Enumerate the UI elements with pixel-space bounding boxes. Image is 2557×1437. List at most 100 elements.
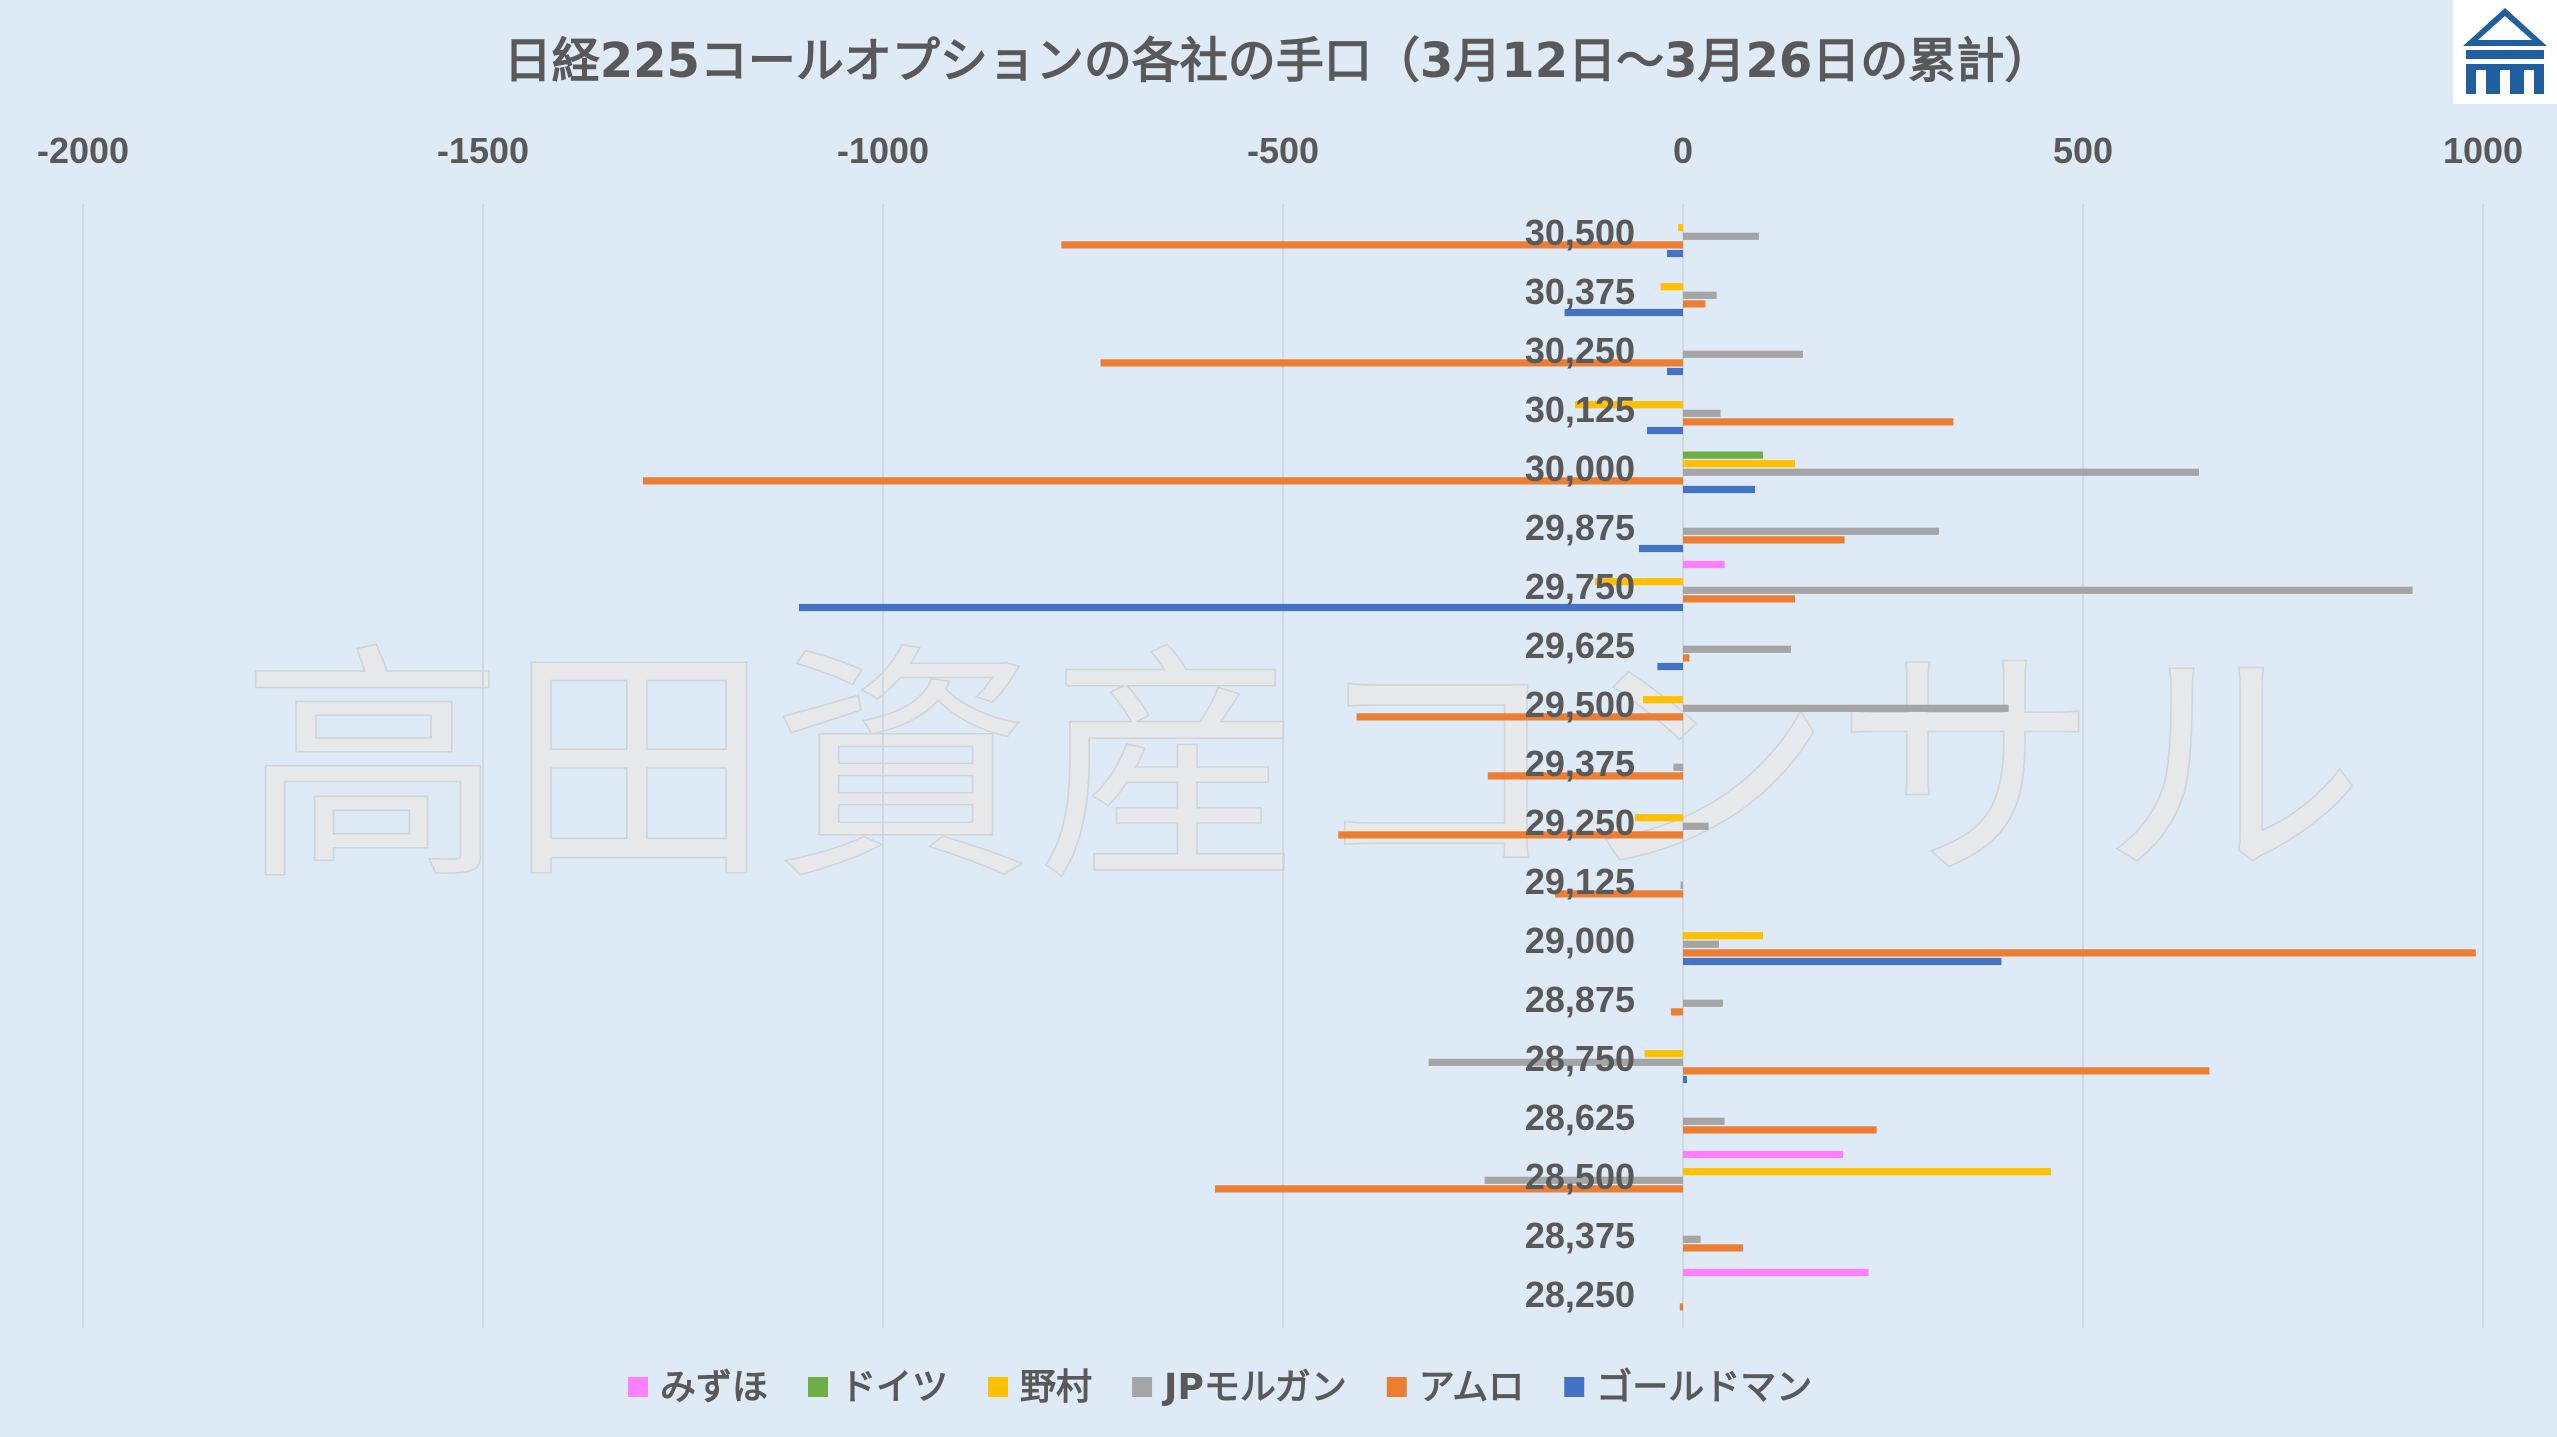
bar — [1683, 485, 1755, 494]
bar — [1683, 1150, 1843, 1159]
bar — [1683, 1067, 2210, 1075]
category-label: 30,500 — [1525, 212, 1635, 253]
x-tick-labels: -2000 -1500 -1000 -500 0 500 1000 — [37, 130, 2523, 171]
bar — [1683, 232, 1759, 240]
bar — [1215, 1185, 1683, 1193]
bar — [1683, 586, 2413, 594]
category-label: 29,750 — [1525, 566, 1635, 607]
x-tick-label: -500 — [1247, 130, 1319, 171]
bar — [1100, 359, 1683, 367]
bar — [1683, 468, 2199, 476]
legend-swatch — [988, 1377, 1009, 1397]
bar — [1683, 536, 1845, 544]
watermark: 高田資産コンサル — [240, 623, 2365, 914]
bar — [1657, 662, 1683, 671]
bar — [1671, 1008, 1683, 1016]
category-label: 29,625 — [1525, 625, 1635, 666]
bar — [1683, 999, 1723, 1007]
bar — [1683, 1168, 2051, 1176]
x-tick-label: 1000 — [2443, 130, 2523, 171]
bar — [1678, 224, 1683, 232]
bar — [1683, 932, 1763, 940]
legend-label: ゴールドマン — [1596, 1366, 1812, 1408]
bar — [1338, 831, 1683, 839]
bar — [1487, 772, 1683, 780]
category-label: 29,125 — [1525, 861, 1635, 902]
bar — [1683, 1126, 1877, 1134]
chart-title: 日経225コールオプションの各社の手口（3月12日〜3月26日の累計） — [504, 33, 2053, 89]
bar — [1683, 300, 1706, 308]
legend-label: みずほ — [660, 1367, 768, 1408]
bar — [1683, 460, 1795, 468]
bar — [1683, 957, 2002, 966]
bar — [1683, 1268, 1869, 1277]
legend-label: アムロ — [1419, 1367, 1524, 1408]
bar — [643, 477, 1683, 485]
bar — [1683, 645, 1791, 653]
category-label: 30,000 — [1525, 448, 1635, 489]
x-tick-label: -1000 — [837, 130, 929, 171]
bar — [1635, 814, 1683, 822]
bar — [1644, 1050, 1683, 1058]
bar — [1683, 595, 1795, 603]
bar — [1575, 401, 1683, 409]
bar — [1683, 704, 2009, 712]
bar — [1683, 291, 1717, 299]
logo-icon — [2453, 0, 2557, 104]
bar — [1683, 1244, 1743, 1252]
bar — [1564, 308, 1683, 317]
category-label: 30,250 — [1525, 330, 1635, 371]
bar — [1484, 1176, 1683, 1184]
category-label: 28,250 — [1525, 1274, 1635, 1315]
category-label: 29,000 — [1525, 920, 1635, 961]
bar — [1683, 949, 2476, 957]
category-label: 28,750 — [1525, 1038, 1635, 1079]
bar — [1683, 409, 1721, 417]
category-label: 28,500 — [1525, 1156, 1635, 1197]
category-label: 29,875 — [1525, 507, 1635, 548]
bars — [643, 224, 2476, 1311]
legend-label: JPモルガン — [1161, 1367, 1347, 1408]
bar — [1555, 890, 1683, 898]
bar — [1683, 822, 1709, 830]
legend-swatch — [1386, 1377, 1407, 1397]
category-label: 29,250 — [1525, 802, 1635, 843]
category-label: 30,125 — [1525, 389, 1635, 430]
bar — [1683, 350, 1803, 358]
legend-label: ドイツ — [840, 1367, 948, 1408]
bar — [1595, 578, 1683, 586]
bar — [1639, 544, 1683, 553]
legend-swatch — [1564, 1377, 1585, 1397]
bar — [1667, 249, 1683, 258]
bar — [1683, 1235, 1701, 1243]
bar — [1683, 418, 1954, 426]
bar — [799, 603, 1683, 612]
category-labels: 30,500 30,375 30,250 30,125 30,000 29,875 29,7… — [1525, 212, 1635, 1315]
bar — [1667, 367, 1683, 376]
bar — [1683, 451, 1763, 459]
category-label: 28,875 — [1525, 979, 1635, 1020]
bar — [1683, 654, 1690, 662]
x-tick-label: -2000 — [37, 130, 129, 171]
bar — [1683, 527, 1939, 535]
bar — [1683, 1117, 1725, 1125]
bar — [1356, 713, 1683, 721]
legend-swatch — [1132, 1377, 1153, 1397]
category-label: 28,375 — [1525, 1215, 1635, 1256]
category-label: 28,625 — [1525, 1097, 1635, 1138]
x-tick-label: -1500 — [437, 130, 529, 171]
bar — [1643, 696, 1683, 704]
bar — [1683, 1075, 1687, 1084]
bar — [1647, 426, 1683, 435]
bar — [1061, 241, 1683, 249]
bar — [1680, 881, 1683, 889]
bar — [1683, 940, 1719, 948]
bar — [1428, 1058, 1683, 1066]
legend-label: 野村 — [1020, 1367, 1092, 1408]
category-label: 30,375 — [1525, 271, 1635, 312]
bar — [1683, 560, 1725, 569]
bar — [1660, 283, 1683, 291]
category-label: 29,375 — [1525, 743, 1635, 784]
bar — [1673, 763, 1683, 771]
